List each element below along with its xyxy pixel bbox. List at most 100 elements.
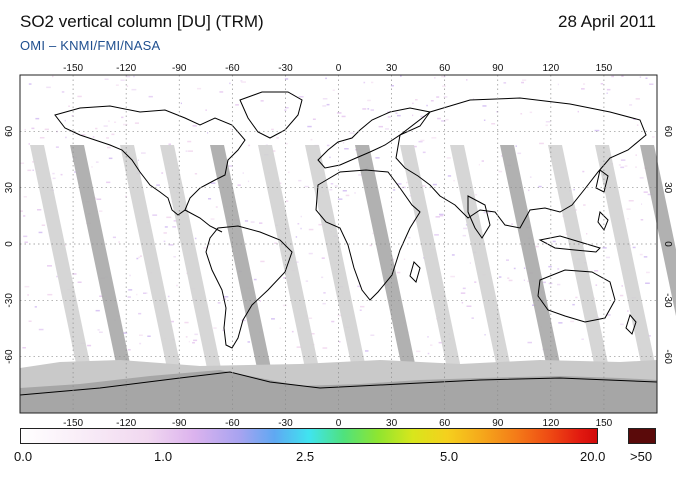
noise-pixel xyxy=(318,223,323,226)
noise-pixel xyxy=(491,123,496,125)
noise-pixel xyxy=(28,320,32,322)
noise-pixel xyxy=(173,220,177,222)
noise-pixel xyxy=(577,110,579,113)
noise-pixel xyxy=(337,198,343,200)
noise-pixel xyxy=(446,157,451,159)
longitude-ticks-top: -150 -120 -90 -60 -30 0 30 60 90 120 150 xyxy=(63,63,613,74)
noise-pixel xyxy=(635,98,640,100)
noise-pixel xyxy=(322,105,327,107)
noise-pixel xyxy=(37,209,42,211)
noise-pixel xyxy=(127,296,131,298)
noise-pixel xyxy=(330,183,334,185)
noise-pixel xyxy=(217,302,221,304)
noise-pixel xyxy=(431,137,437,139)
noise-pixel xyxy=(74,171,76,173)
noise-pixel xyxy=(445,118,449,121)
noise-pixel xyxy=(99,331,103,333)
noise-pixel xyxy=(138,256,141,259)
noise-pixel xyxy=(223,298,227,300)
noise-pixel xyxy=(436,96,440,98)
noise-pixel xyxy=(325,77,327,80)
noise-pixel xyxy=(451,254,455,256)
noise-pixel xyxy=(295,236,298,238)
orbit-swath xyxy=(400,145,462,373)
noise-pixel xyxy=(20,162,25,164)
noise-pixel xyxy=(522,79,527,81)
noise-pixel xyxy=(331,320,335,323)
noise-pixel xyxy=(107,146,111,149)
noise-pixel xyxy=(647,335,651,337)
noise-pixel xyxy=(632,246,636,249)
noise-pixel xyxy=(344,148,349,150)
noise-pixel xyxy=(129,274,131,277)
noise-pixel xyxy=(363,81,366,84)
noise-pixel xyxy=(285,200,289,202)
noise-pixel xyxy=(312,118,316,120)
noise-pixel xyxy=(112,236,116,239)
noise-pixel xyxy=(23,235,28,238)
noise-pixel xyxy=(108,157,113,160)
noise-pixel xyxy=(646,271,650,274)
noise-pixel xyxy=(462,287,466,290)
noise-pixel xyxy=(168,143,171,145)
noise-pixel xyxy=(143,292,146,294)
noise-pixel xyxy=(572,303,575,306)
noise-pixel xyxy=(332,89,335,91)
noise-pixel xyxy=(95,309,100,312)
noise-pixel xyxy=(326,144,330,147)
noise-pixel xyxy=(188,340,190,343)
noise-pixel xyxy=(581,88,585,90)
noise-pixel xyxy=(581,338,584,340)
lat-tick-label-right: -30 xyxy=(662,293,673,308)
noise-pixel xyxy=(276,137,279,139)
noise-pixel xyxy=(99,295,104,297)
noise-pixel xyxy=(241,319,246,322)
orbit-swath xyxy=(30,145,92,373)
lon-tick-label-bottom: 60 xyxy=(439,418,451,429)
colorbar-label-1: 1.0 xyxy=(154,449,173,464)
noise-pixel xyxy=(61,91,65,93)
noise-pixel xyxy=(611,75,614,78)
lon-tick-label-top: 150 xyxy=(596,63,613,74)
noise-pixel xyxy=(20,210,23,212)
orbit-swath xyxy=(70,145,132,373)
noise-pixel xyxy=(371,81,374,84)
noise-pixel xyxy=(629,104,633,106)
noise-pixel xyxy=(430,344,433,346)
orbit-swath xyxy=(500,145,562,373)
lon-tick-label-bottom: 150 xyxy=(596,418,613,429)
noise-pixel xyxy=(106,137,109,139)
noise-pixel xyxy=(341,115,346,118)
noise-pixel xyxy=(259,222,263,224)
noise-pixel xyxy=(244,220,249,222)
noise-pixel xyxy=(279,182,282,184)
noise-pixel xyxy=(521,81,524,84)
noise-pixel xyxy=(298,96,304,98)
noise-pixel xyxy=(308,228,314,231)
lon-tick-label-top: -60 xyxy=(225,63,240,74)
noise-pixel xyxy=(274,242,277,244)
noise-pixel xyxy=(56,275,58,278)
noise-pixel xyxy=(163,232,167,234)
noise-pixel xyxy=(128,289,133,291)
noise-pixel xyxy=(87,344,92,347)
noise-pixel xyxy=(291,330,294,333)
noise-pixel xyxy=(241,81,246,83)
noise-pixel xyxy=(60,173,63,176)
noise-pixel xyxy=(443,75,446,78)
lon-tick-label-top: -120 xyxy=(116,63,136,74)
noise-pixel xyxy=(412,114,414,117)
noise-pixel xyxy=(506,259,509,261)
noise-pixel xyxy=(271,128,274,131)
noise-pixel xyxy=(619,294,624,297)
noise-pixel xyxy=(136,293,138,296)
noise-pixel xyxy=(647,193,653,196)
noise-pixel xyxy=(27,294,29,296)
noise-pixel xyxy=(180,102,182,105)
longitude-ticks-bottom: -150 -120 -90 -60 -30 0 30 60 90 120 150 xyxy=(63,418,613,429)
noise-pixel xyxy=(442,85,446,87)
noise-pixel xyxy=(173,256,176,258)
noise-pixel xyxy=(418,140,423,143)
noise-pixel xyxy=(322,302,326,305)
noise-pixel xyxy=(542,281,546,284)
